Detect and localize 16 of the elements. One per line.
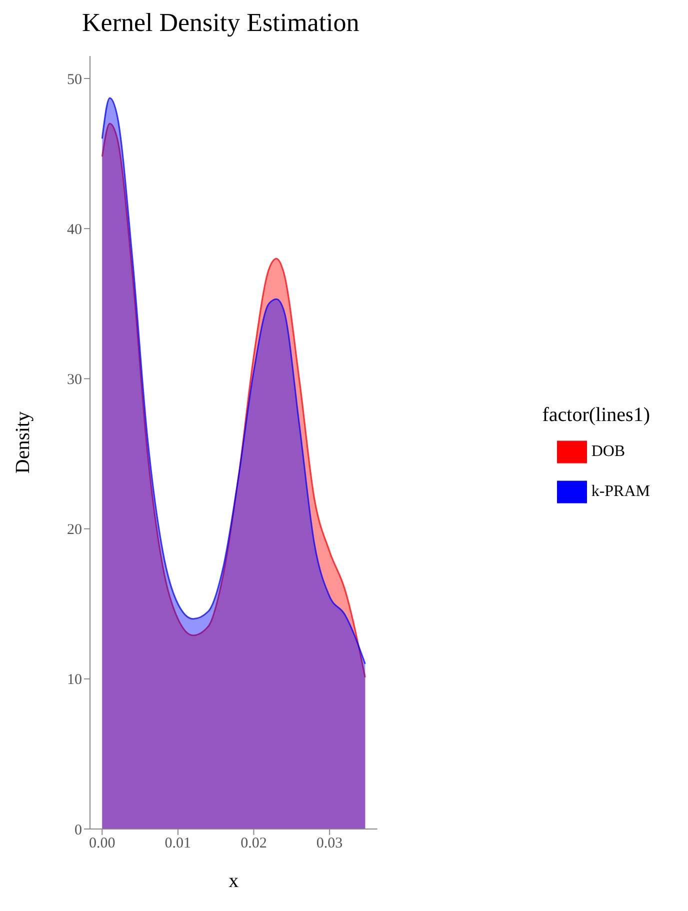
y-axis-title: Density [12,411,34,474]
legend-label: k-PRAM [591,482,650,500]
y-tick-label: 20 [67,522,82,538]
y-tick-label: 30 [67,372,82,388]
chart-title: Kernel Density Estimation [82,8,360,39]
x-tick-label: 0.01 [164,836,192,852]
y-tick-label: 50 [67,72,82,88]
x-axis-title: x [228,870,239,892]
y-tick-label: 0 [74,822,82,838]
legend-title: factor(lines1) [542,404,650,427]
y-tick-label: 10 [67,672,82,688]
legend-label: DOB [591,442,626,460]
x-tick-label: 0.03 [316,836,343,852]
x-tick-label: 0.02 [240,836,267,852]
y-tick-label: 40 [67,222,82,238]
x-tick-label: 0.00 [89,836,116,852]
